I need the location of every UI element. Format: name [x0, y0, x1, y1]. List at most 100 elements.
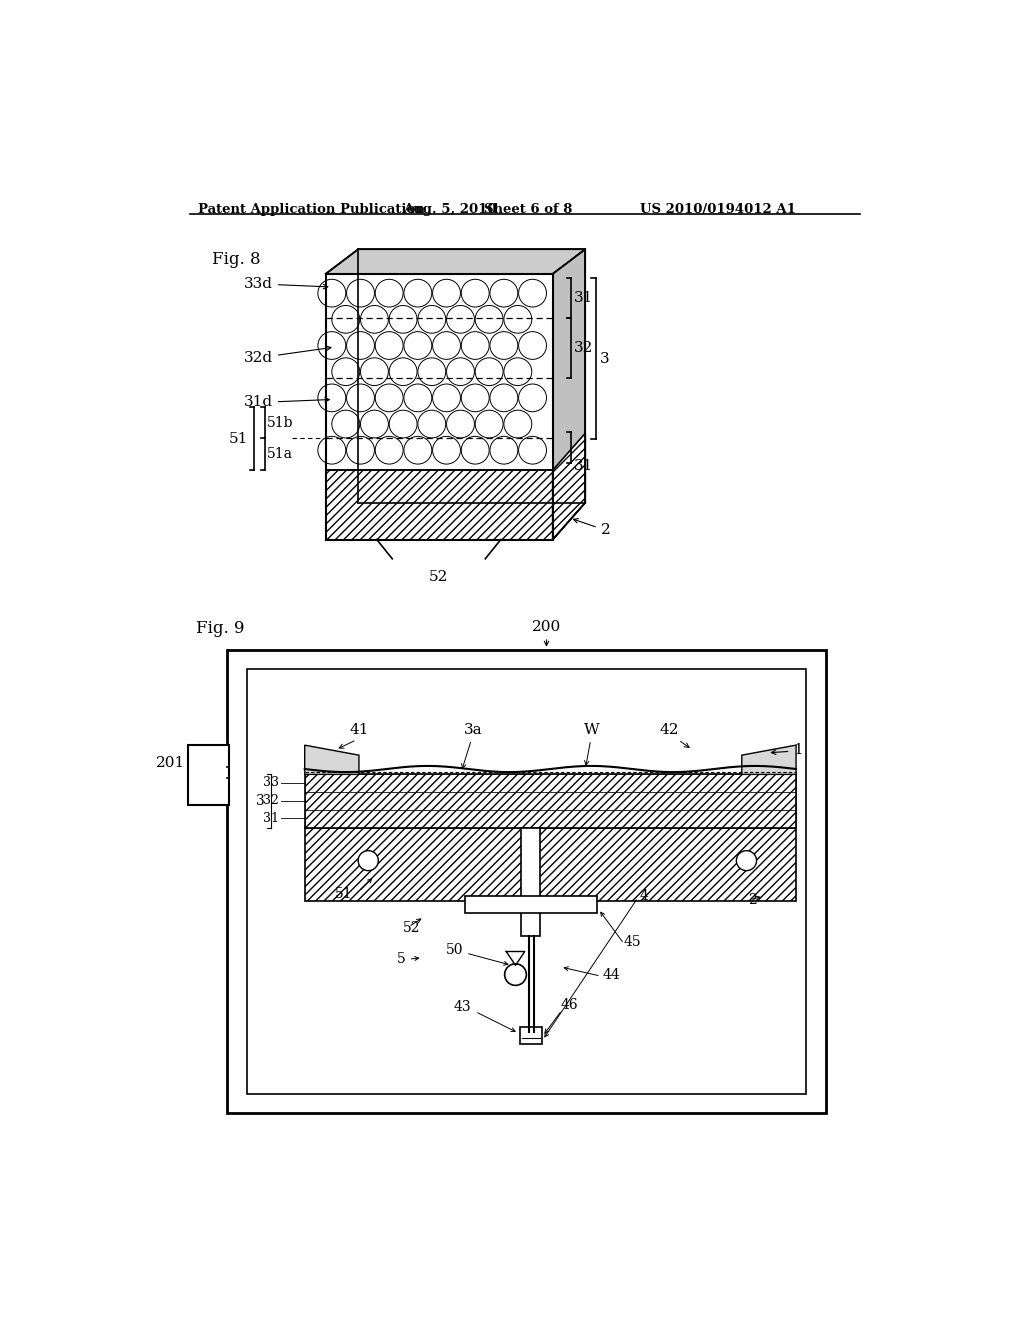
Text: 44: 44: [602, 968, 621, 982]
Text: 33: 33: [263, 776, 280, 789]
Circle shape: [332, 411, 359, 438]
Bar: [305, 792, 796, 810]
Circle shape: [375, 331, 403, 359]
Text: 2: 2: [748, 892, 757, 907]
Text: 5: 5: [396, 952, 406, 966]
Circle shape: [346, 437, 375, 465]
Text: 31: 31: [573, 459, 593, 474]
Bar: [247, 669, 806, 1094]
Circle shape: [418, 358, 445, 385]
Text: 45: 45: [624, 936, 642, 949]
Text: 51a: 51a: [266, 447, 293, 461]
Text: 32d: 32d: [244, 346, 331, 364]
Text: 51: 51: [335, 887, 352, 900]
Text: 46: 46: [560, 998, 579, 1012]
Circle shape: [446, 411, 474, 438]
Circle shape: [432, 384, 461, 412]
Text: 200: 200: [531, 620, 561, 645]
Circle shape: [358, 850, 378, 871]
Circle shape: [475, 305, 503, 333]
Polygon shape: [305, 744, 359, 775]
Circle shape: [403, 437, 432, 465]
Text: 3: 3: [256, 795, 264, 808]
Text: 4: 4: [640, 890, 648, 903]
Text: Fig. 9: Fig. 9: [197, 620, 245, 638]
Circle shape: [332, 305, 359, 333]
Bar: [520, 1027, 542, 1044]
Text: 42: 42: [659, 723, 679, 738]
Bar: [465, 896, 597, 913]
Circle shape: [489, 437, 518, 465]
Circle shape: [332, 358, 359, 385]
Bar: [305, 775, 796, 792]
Circle shape: [375, 280, 403, 308]
Polygon shape: [553, 433, 586, 540]
Text: 51b: 51b: [266, 416, 293, 429]
Text: 201: 201: [156, 756, 185, 770]
Polygon shape: [741, 744, 796, 775]
Circle shape: [518, 280, 547, 308]
Circle shape: [504, 305, 531, 333]
Bar: [521, 829, 541, 936]
Circle shape: [375, 384, 403, 412]
Text: 51: 51: [228, 432, 248, 446]
Polygon shape: [326, 275, 553, 540]
Circle shape: [518, 384, 547, 412]
Text: 52: 52: [403, 921, 421, 936]
Circle shape: [403, 331, 432, 359]
Circle shape: [346, 331, 375, 359]
Circle shape: [504, 358, 531, 385]
Bar: [227, 649, 825, 1113]
Polygon shape: [326, 470, 553, 540]
Circle shape: [317, 437, 346, 465]
Circle shape: [360, 305, 388, 333]
Circle shape: [432, 331, 461, 359]
Circle shape: [317, 280, 346, 308]
Polygon shape: [326, 249, 586, 275]
Circle shape: [446, 358, 474, 385]
Text: 31: 31: [263, 812, 280, 825]
Circle shape: [504, 411, 531, 438]
Text: 3: 3: [600, 351, 609, 366]
Circle shape: [432, 280, 461, 308]
Circle shape: [736, 850, 757, 871]
Text: 31d: 31d: [244, 396, 330, 409]
Text: US 2010/0194012 A1: US 2010/0194012 A1: [640, 203, 796, 216]
Circle shape: [418, 305, 445, 333]
Text: 50: 50: [446, 942, 464, 957]
Circle shape: [475, 411, 503, 438]
Text: 1: 1: [793, 743, 803, 756]
Circle shape: [389, 358, 417, 385]
Text: 33d: 33d: [244, 277, 328, 290]
Circle shape: [489, 331, 518, 359]
Bar: [305, 829, 796, 902]
Text: Sheet 6 of 8: Sheet 6 of 8: [484, 203, 572, 216]
Circle shape: [317, 331, 346, 359]
Circle shape: [346, 280, 375, 308]
Text: 31: 31: [573, 290, 593, 305]
Circle shape: [518, 437, 547, 465]
Text: 2: 2: [573, 519, 610, 537]
Circle shape: [446, 305, 474, 333]
Text: W: W: [584, 723, 599, 738]
Circle shape: [489, 384, 518, 412]
Circle shape: [360, 411, 388, 438]
Circle shape: [389, 411, 417, 438]
Circle shape: [518, 331, 547, 359]
Bar: [305, 810, 796, 828]
Circle shape: [375, 437, 403, 465]
Text: Patent Application Publication: Patent Application Publication: [198, 203, 425, 216]
Polygon shape: [553, 249, 586, 540]
Circle shape: [403, 280, 432, 308]
Text: Aug. 5, 2010: Aug. 5, 2010: [403, 203, 497, 216]
Circle shape: [360, 358, 388, 385]
Text: 41: 41: [349, 723, 369, 738]
Circle shape: [461, 437, 489, 465]
Circle shape: [505, 964, 526, 985]
Circle shape: [389, 305, 417, 333]
Circle shape: [317, 384, 346, 412]
Text: Fig. 8: Fig. 8: [212, 251, 260, 268]
Circle shape: [461, 384, 489, 412]
Text: 32: 32: [573, 341, 593, 355]
Circle shape: [461, 280, 489, 308]
